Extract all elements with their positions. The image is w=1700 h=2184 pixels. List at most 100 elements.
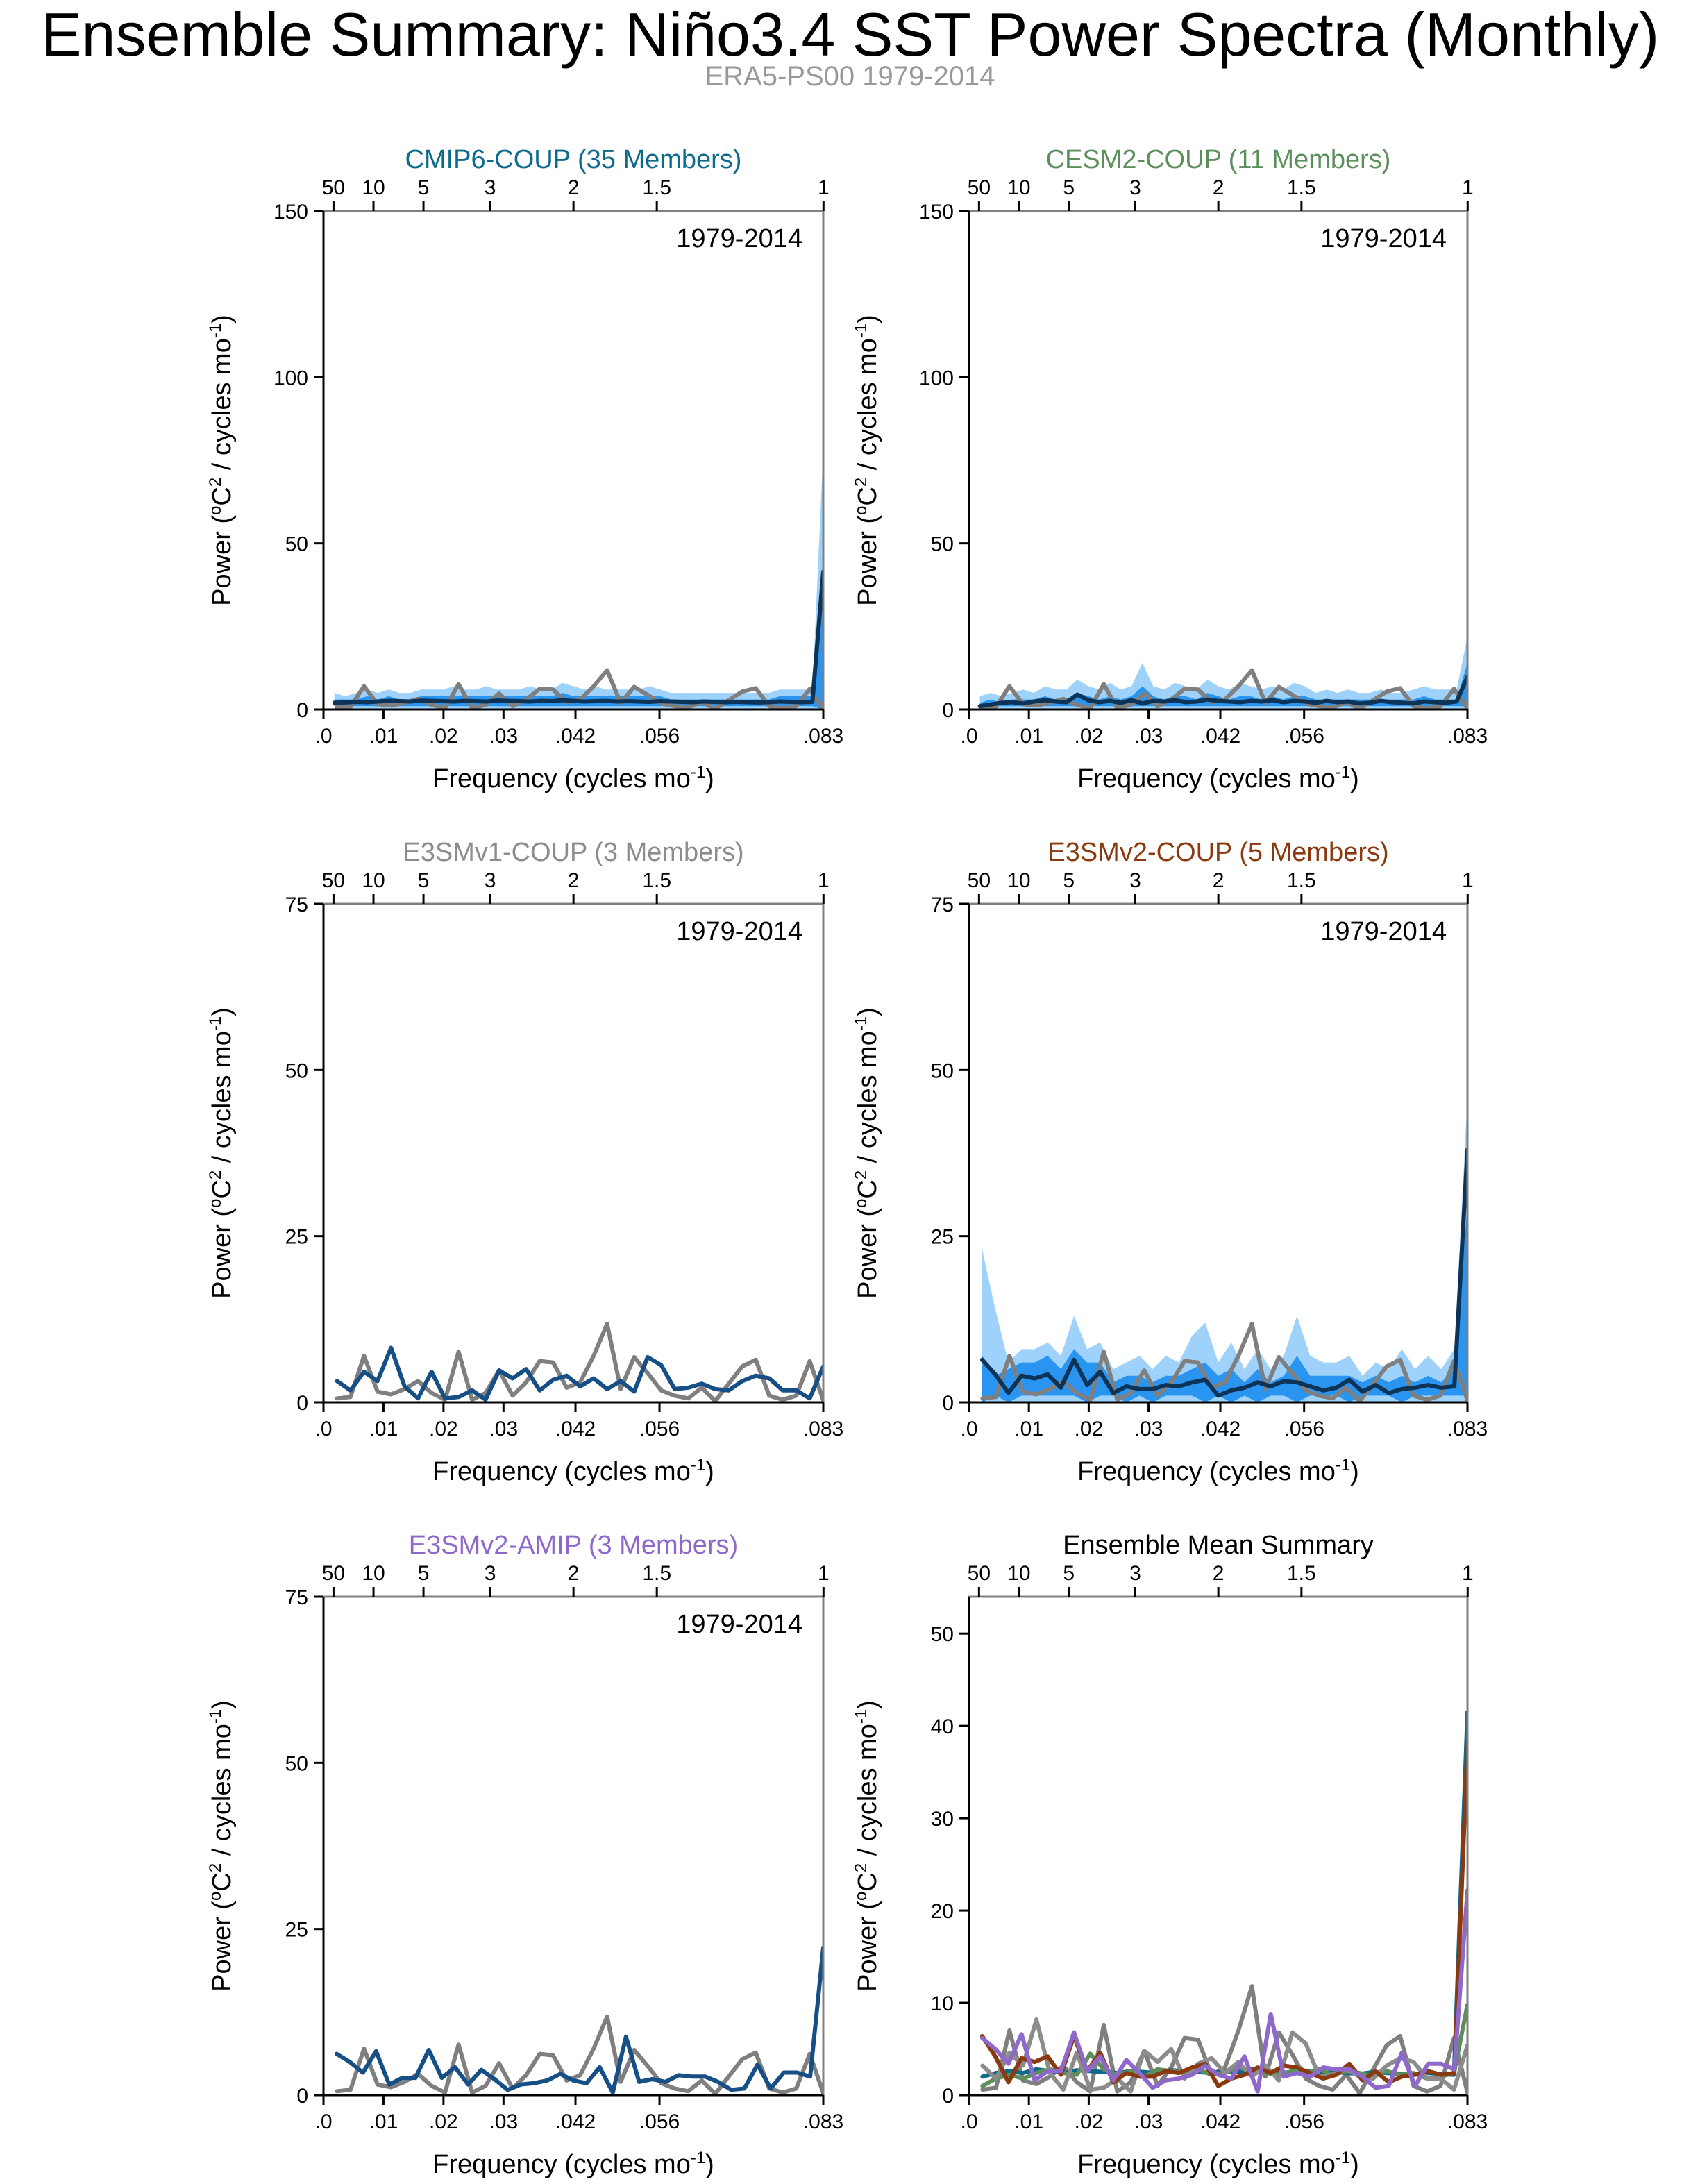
x-tick-label: .042 [1200,1418,1240,1440]
top-tick-label: 50 [968,176,991,199]
top-tick-label: 3 [1129,869,1141,892]
y-tick-label: 150 [919,201,954,224]
band-25-75 [334,560,823,709]
y-axis-title: Power (oC2 / cycles mo-1) [206,314,237,606]
y-tick-label: 75 [931,893,954,916]
y-axis-title: Power (oC2 / cycles mo-1) [206,1007,237,1299]
plot-frame [322,902,825,1404]
x-tick-label: .03 [489,725,518,748]
x-axis-title: Frequency (cycles mo-1) [1077,763,1359,793]
plot-frame [968,210,1469,711]
x-tick-label: .0 [314,1418,332,1440]
x-tick-label: .056 [639,725,680,748]
top-tick-label: 1.5 [1287,1562,1316,1585]
x-tick-label: .02 [429,725,458,748]
top-tick-label: 50 [322,176,345,199]
x-tick-label: .0 [960,725,977,748]
x-tick-label: .02 [429,1418,458,1440]
series-group [334,1945,823,2095]
x-tick-label: .01 [1014,1418,1043,1440]
top-tick-label: 3 [485,176,496,199]
x-tick-label: .01 [369,2110,398,2133]
x-tick-label: .056 [1284,2110,1324,2133]
series-line-ensemble-mean [332,569,823,705]
y-axis-title: Power (oC2 / cycles mo-1) [206,1700,237,1992]
y-tick-label: 75 [285,893,308,916]
top-tick-label: 10 [362,1562,385,1585]
x-tick-label: .02 [1075,725,1104,748]
series-group [979,1096,1467,1402]
series-line-e3smv2-coup [979,1742,1467,2088]
top-tick-label: 2 [1213,869,1224,892]
top-tick-label: 5 [418,1562,430,1585]
y-tick-label: 50 [285,1752,308,1775]
top-tick-label: 1 [1462,869,1474,892]
series-group [332,450,823,709]
top-tick-label: 3 [485,869,496,892]
range-label: 1979-2014 [1320,224,1447,253]
top-tick-label: 2 [1213,176,1224,199]
top-tick-label: 1.5 [642,1562,671,1585]
top-tick-label: 5 [1063,869,1075,892]
x-tick-label: .0 [960,2110,977,2133]
top-tick-label: 10 [362,176,385,199]
top-tick-label: 2 [568,176,580,199]
top-tick-label: 10 [362,869,385,892]
series-line-ensemble-mean [335,1345,823,1402]
x-tick-label: .083 [803,2110,843,2133]
range-label: 1979-2014 [676,224,802,253]
y-tick-label: 10 [931,1992,954,2015]
y-tick-label: 100 [273,367,308,389]
series-line-cmip6-coup [980,1710,1467,2079]
top-tick-label: 2 [1213,1562,1224,1585]
x-tick-label: .01 [1014,725,1043,748]
top-tick-label: 50 [322,869,345,892]
top-tick-label: 1 [818,869,830,892]
x-tick-label: .083 [1447,2110,1488,2133]
y-tick-label: 0 [296,2085,308,2108]
x-axis-title: Frequency (cycles mo-1) [1077,1456,1359,1486]
band-25-75 [982,1202,1467,1402]
x-tick-label: .042 [1200,2110,1240,2133]
y-tick-label: 25 [931,1226,954,1249]
panel-title: CMIP6-COUP (35 Members) [405,145,742,174]
x-tick-label: .083 [803,725,843,748]
x-tick-label: .056 [639,2110,680,2133]
x-axis-title: Frequency (cycles mo-1) [432,1456,714,1486]
plot-frame [968,1595,1469,2097]
series-line-e3smv1-coup [980,2017,1467,2094]
top-tick-label: 5 [418,176,430,199]
x-tick-label: .03 [489,2110,518,2133]
top-tick-label: 2 [568,1562,580,1585]
x-tick-label: .02 [429,2110,458,2133]
x-tick-label: .042 [1200,725,1240,748]
top-tick-label: 50 [968,869,991,892]
series-line-ensemble-mean [979,1148,1467,1398]
y-tick-label: 0 [942,2085,954,2108]
panel-title: E3SMv2-COUP (5 Members) [1047,838,1388,867]
x-tick-label: .02 [1075,2110,1104,2133]
x-tick-label: .056 [639,1418,680,1440]
top-tick-label: 1.5 [1287,869,1316,892]
figure-subtitle: ERA5-PS00 1979-2014 [705,61,995,92]
y-axis-title: Power (oC2 / cycles mo-1) [852,1700,882,1992]
panel-4: E3SMv2-COUP (5 Members)0255075.0.01.02.0… [852,838,1488,1486]
top-tick-label: 50 [322,1562,345,1585]
x-tick-label: .056 [1284,725,1324,748]
y-tick-label: 30 [931,1808,954,1831]
x-tick-label: .03 [1134,1418,1163,1440]
figure-title: Ensemble Summary: Niño3.4 SST Power Spec… [40,0,1660,69]
panel-title: Ensemble Mean Summary [1063,1531,1374,1560]
top-tick-label: 10 [1007,176,1030,199]
band-5-95 [982,1096,1467,1402]
top-tick-label: 5 [418,869,430,892]
panel-1: CMIP6-COUP (35 Members)050100150.0.01.02… [206,145,843,793]
top-tick-label: 1 [1462,1562,1474,1585]
series-group [979,1710,1467,2095]
top-tick-label: 1 [1462,176,1474,199]
panel-5: E3SMv2-AMIP (3 Members)0255075.0.01.02.0… [206,1531,843,2179]
y-tick-label: 0 [942,699,954,722]
panel-2: CESM2-COUP (11 Members)050100150.0.01.02… [852,145,1488,793]
series-line-era5-ps00 [335,1322,823,1402]
